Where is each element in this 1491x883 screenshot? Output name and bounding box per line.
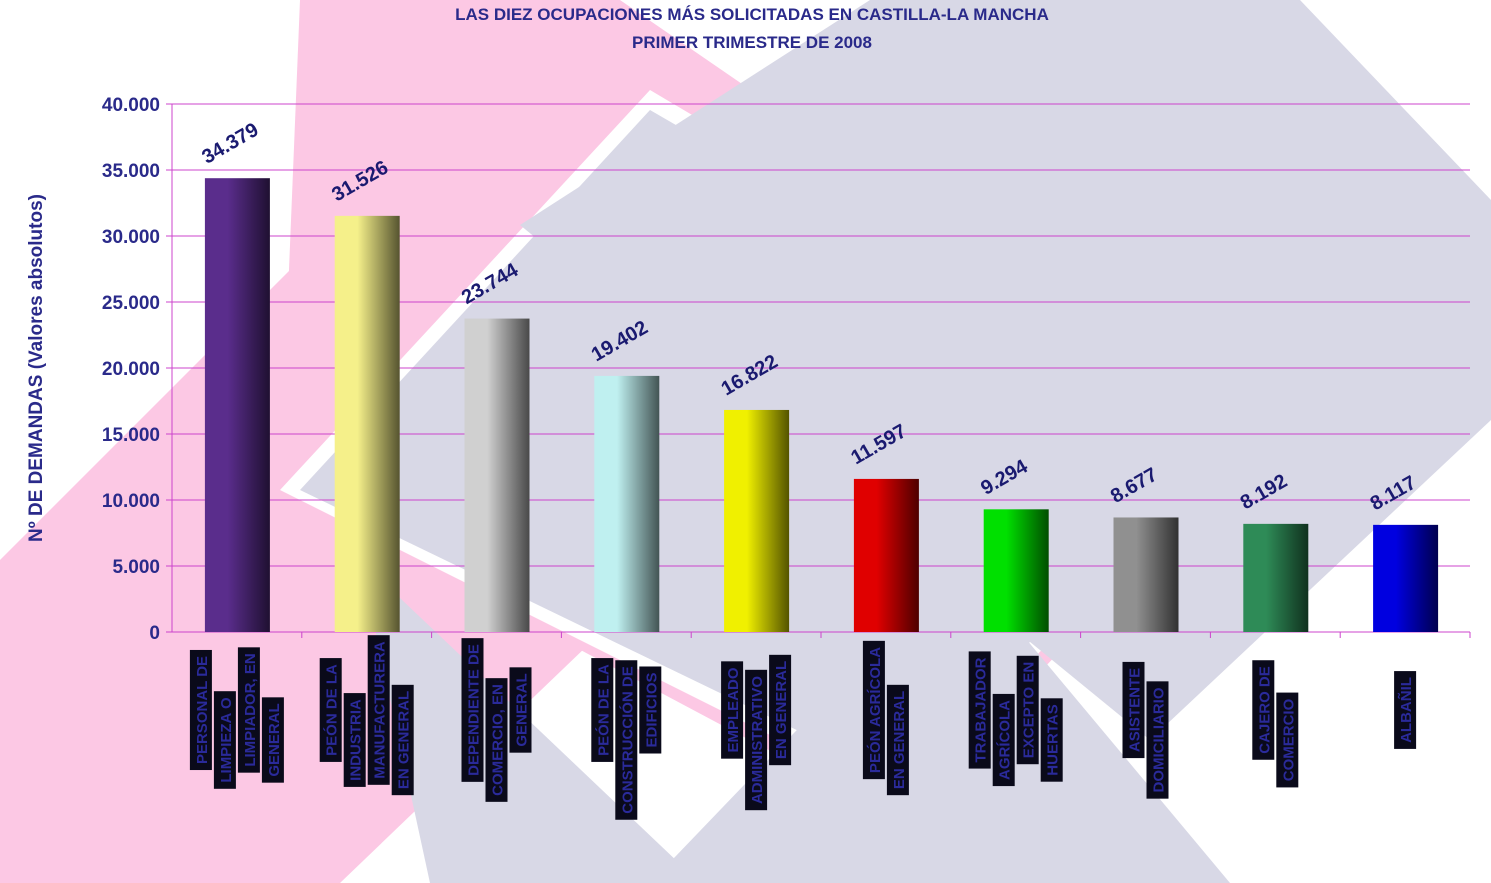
x-tick-label: MANUFACTURERA xyxy=(372,641,389,779)
x-tick-label: CONSTRUCCIÓN DE xyxy=(618,666,636,814)
bar xyxy=(1243,524,1308,632)
x-tick-label: PEÓN DE LA xyxy=(323,664,341,756)
x-tick-label-group: GENERAL xyxy=(262,697,284,782)
bar xyxy=(335,216,400,632)
x-tick-label: GENERAL xyxy=(266,703,283,776)
x-tick-label: CAJERO DE xyxy=(1256,666,1273,754)
chart: LAS DIEZ OCUPACIONES MÁS SOLICITADAS EN … xyxy=(0,0,1491,883)
bar xyxy=(1114,517,1179,632)
y-tick-label: 35.000 xyxy=(102,161,160,182)
y-tick-label: 30.000 xyxy=(102,227,160,248)
x-tick-label: EDIFICIOS xyxy=(643,672,660,747)
x-tick-label: COMERCIO xyxy=(1280,698,1297,781)
x-tick-label-group: EN GENERAL xyxy=(887,685,909,795)
x-tick-label-group: TRABAJADOR xyxy=(969,651,991,768)
chart-title: LAS DIEZ OCUPACIONES MÁS SOLICITADAS EN … xyxy=(455,5,1049,24)
x-tick-label: DEPENDIENTE DE xyxy=(466,644,483,776)
x-tick-label-group: DOMICILIARIO xyxy=(1147,681,1169,798)
bar xyxy=(1373,525,1438,632)
x-tick-label-group: DEPENDIENTE DE xyxy=(462,638,484,782)
x-tick-label-group: EXCEPTO EN xyxy=(1017,656,1039,764)
y-axis-label: Nº DE DEMANDAS (Valores absolutos) xyxy=(26,194,47,542)
x-tick-label: HUERTAS xyxy=(1045,704,1062,775)
x-tick-label: PEÓN DE LA xyxy=(594,664,612,756)
x-tick-label-group: PEÓN AGRÍCOLA xyxy=(863,641,885,779)
x-tick-label-group: EN GENERAL xyxy=(769,655,791,765)
x-tick-label: TRABAJADOR xyxy=(973,657,990,762)
x-tick-label-group: EMPLEADO xyxy=(721,661,743,758)
x-tick-label: DOMICILIARIO xyxy=(1151,687,1168,792)
x-tick-label: PERSONAL DE xyxy=(194,656,211,764)
x-tick-label-group: MANUFACTURERA xyxy=(368,635,390,785)
y-tick-label: 10.000 xyxy=(102,491,160,512)
y-tick-label: 40.000 xyxy=(102,95,160,116)
x-tick-label-group: AGRÍCOLA xyxy=(993,694,1015,786)
x-tick-label: EXCEPTO EN xyxy=(1021,662,1038,758)
x-tick-label: EN GENERAL xyxy=(773,661,790,759)
bar xyxy=(205,178,270,632)
bar xyxy=(594,376,659,632)
bar xyxy=(984,509,1049,632)
x-tick-label-group: PEÓN DE LA xyxy=(320,658,342,762)
y-tick-label: 15.000 xyxy=(102,425,160,446)
x-tick-label-group: CAJERO DE xyxy=(1252,660,1274,760)
x-tick-label: PEÓN AGRÍCOLA xyxy=(866,647,884,773)
y-tick-label: 20.000 xyxy=(102,359,160,380)
x-tick-label: INDUSTRIA xyxy=(348,699,365,781)
x-tick-label-group: COMERCIO, EN xyxy=(486,678,508,802)
x-tick-label-group: EN GENERAL xyxy=(392,685,414,795)
x-tick-label-group: PERSONAL DE xyxy=(190,650,212,770)
bar xyxy=(854,479,919,632)
x-tick-label-group: LIMPIEZA O xyxy=(214,691,236,789)
x-tick-label-group: LIMPIADOR, EN xyxy=(238,647,260,772)
x-tick-label: LIMPIEZA O xyxy=(218,697,235,783)
x-tick-label-group: ADMINISTRATIVO xyxy=(745,670,767,810)
x-tick-label-group: COMERCIO xyxy=(1276,693,1298,788)
x-tick-label-group: CONSTRUCCIÓN DE xyxy=(615,660,637,820)
x-tick-label: ASISTENTE xyxy=(1127,668,1144,752)
x-tick-label: COMERCIO, EN xyxy=(490,684,507,796)
y-tick-label: 0 xyxy=(149,623,160,644)
x-tick-label: AGRÍCOLA xyxy=(997,700,1014,780)
y-tick-label: 25.000 xyxy=(102,293,160,314)
bar xyxy=(465,319,530,632)
x-tick-label: ADMINISTRATIVO xyxy=(749,676,766,804)
x-tick-label-group: GENERAL xyxy=(510,667,532,752)
y-tick-label: 5.000 xyxy=(112,557,160,578)
x-tick-label: GENERAL xyxy=(514,673,531,746)
x-tick-label-group: ASISTENTE xyxy=(1123,662,1145,758)
x-tick-label-group: INDUSTRIA xyxy=(344,693,366,787)
x-tick-label: LIMPIADOR, EN xyxy=(242,653,259,766)
x-tick-label-group: PEÓN DE LA xyxy=(591,658,613,762)
x-tick-label: ALBAÑIL xyxy=(1397,677,1415,743)
x-tick-label: EMPLEADO xyxy=(725,667,742,752)
bar xyxy=(724,410,789,632)
x-tick-label: EN GENERAL xyxy=(396,691,413,789)
chart-subtitle: PRIMER TRIMESTRE DE 2008 xyxy=(632,33,872,52)
x-tick-label-group: ALBAÑIL xyxy=(1394,671,1416,749)
x-tick-label: EN GENERAL xyxy=(891,691,908,789)
x-tick-label-group: HUERTAS xyxy=(1041,698,1063,781)
value-label: 34.379 xyxy=(198,119,262,169)
x-tick-label-group: EDIFICIOS xyxy=(639,666,661,753)
